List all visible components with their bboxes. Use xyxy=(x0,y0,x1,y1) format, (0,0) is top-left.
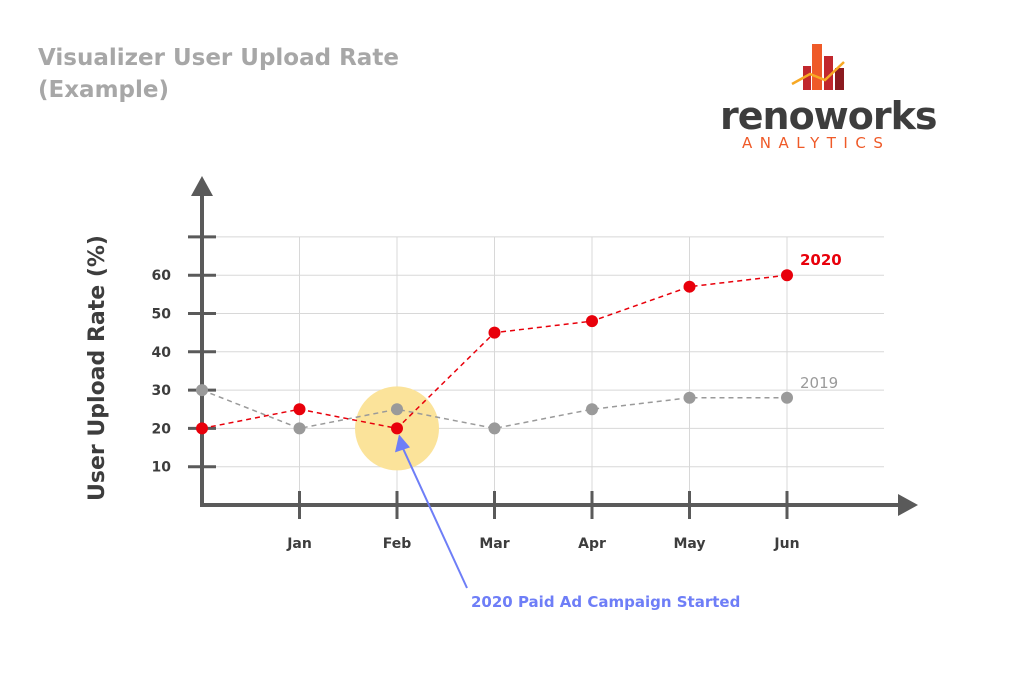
data-point-2020 xyxy=(196,422,208,435)
data-point-2019 xyxy=(781,391,793,404)
data-point-2019 xyxy=(488,422,501,435)
y-axis-label: User Upload Rate (%) xyxy=(85,235,110,501)
annotation-arrow-line xyxy=(402,447,468,589)
data-point-2019 xyxy=(391,403,403,416)
y-tick-label: 60 xyxy=(152,268,172,284)
company-logo: renoworks ANALYTICS xyxy=(700,38,940,158)
axes: 10 20 30 40 50 60 Jan Feb Mar Apr May Jun xyxy=(152,176,918,552)
x-tick-label: Mar xyxy=(479,536,509,552)
data-point-2020 xyxy=(391,422,403,435)
data-point-2020 xyxy=(488,326,501,339)
data-point-2020 xyxy=(781,269,793,282)
building-chart-logo-icon xyxy=(791,44,845,90)
chart-title: Visualizer User Upload Rate (Example) xyxy=(38,42,458,106)
x-tick-label: Jun xyxy=(773,536,799,552)
x-axis-arrow xyxy=(898,494,918,516)
x-tick-label: Feb xyxy=(383,536,412,552)
data-point-2020 xyxy=(683,280,696,293)
data-point-2019 xyxy=(196,384,208,397)
series-layer: 2019 2020 xyxy=(196,251,842,435)
x-tick-label: May xyxy=(673,536,705,552)
data-point-2019 xyxy=(586,403,598,416)
annotation-arrow-head xyxy=(395,434,410,453)
annotation-text: 2020 Paid Ad Campaign Started xyxy=(471,593,740,611)
y-tick-label: 30 xyxy=(152,383,172,399)
data-point-2019 xyxy=(683,391,696,404)
y-tick-label: 40 xyxy=(152,345,172,361)
logo-wordmark: renoworks xyxy=(720,94,938,138)
data-point-2020 xyxy=(293,403,306,416)
y-tick-label: 50 xyxy=(152,307,172,323)
annotation-layer: 2020 Paid Ad Campaign Started xyxy=(395,434,740,611)
x-tick-label: Jan xyxy=(286,536,312,552)
series-label-2020: 2020 xyxy=(800,251,842,269)
logo-subtitle: ANALYTICS xyxy=(742,134,891,152)
data-point-2019 xyxy=(293,422,306,435)
series-label-2019: 2019 xyxy=(800,374,838,392)
y-tick-label: 20 xyxy=(152,421,172,437)
y-tick-label: 10 xyxy=(152,460,172,476)
chart-title-line1: Visualizer User Upload Rate xyxy=(38,45,399,71)
data-point-2020 xyxy=(586,315,598,328)
chart-title-line2: (Example) xyxy=(38,77,170,103)
x-tick-label: Apr xyxy=(578,536,606,552)
y-axis-arrow xyxy=(191,176,213,196)
